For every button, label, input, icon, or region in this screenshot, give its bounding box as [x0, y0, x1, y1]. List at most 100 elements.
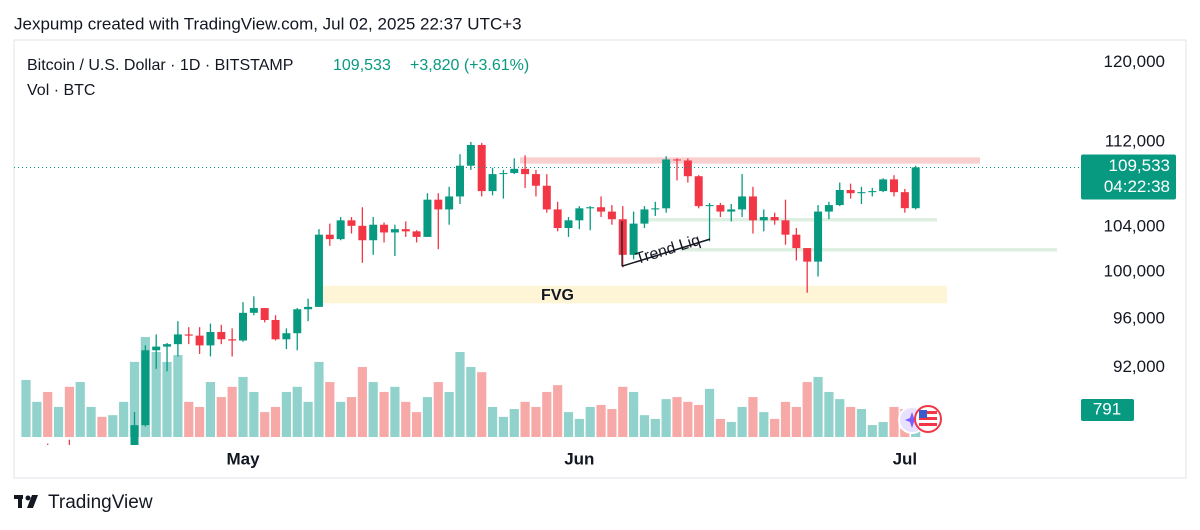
candle-body [662, 159, 671, 209]
candle-body [814, 211, 823, 262]
candle-body [857, 192, 866, 194]
volume-tag-value: 791 [1093, 399, 1121, 418]
candle-body [65, 465, 73, 477]
volume-bar [835, 399, 845, 437]
candle-body [76, 472, 84, 477]
candle-body [694, 176, 703, 207]
candle-body [781, 220, 790, 235]
candle-body [130, 425, 139, 445]
attribution: Jexpump created with TradingView.com, Ju… [14, 14, 522, 33]
volume-bar [813, 376, 823, 437]
candle-body [445, 196, 454, 210]
candle-body [163, 344, 172, 347]
volume-bar [455, 352, 465, 437]
candle-body [597, 207, 606, 212]
volume-bar [53, 406, 64, 437]
volume-bar [32, 401, 42, 437]
candle-body [618, 219, 627, 255]
volume-bar [75, 382, 85, 437]
candle-body [890, 179, 898, 193]
volume-bar [856, 409, 867, 437]
zone [520, 157, 980, 164]
candle-body [911, 167, 920, 209]
candle-body [629, 223, 638, 255]
candle-body [900, 192, 909, 209]
volume-bar [303, 401, 313, 437]
volume-bar [401, 401, 411, 437]
candle-body [228, 339, 237, 341]
candle-body [325, 234, 334, 240]
y-tick-label: 112,000 [1105, 131, 1165, 150]
volume-bar [173, 355, 183, 437]
candle-body [44, 454, 52, 476]
candle-body [759, 217, 768, 221]
volume-bar [379, 391, 389, 437]
candle-body [401, 229, 410, 232]
volume-bar [357, 367, 367, 437]
volume-bar [227, 386, 237, 437]
volume-bar [184, 401, 194, 437]
candle-body [748, 196, 757, 221]
volume-bar [21, 380, 31, 437]
candle-body [477, 144, 486, 192]
volume-bar [97, 416, 107, 437]
candle-body [55, 465, 63, 476]
volume-bar [650, 418, 660, 437]
volume-bar [487, 406, 498, 437]
symbol: Bitcoin / U.S. Dollar · 1D · BITSTAMP [27, 57, 293, 74]
candle-body [683, 160, 692, 177]
candle-body [510, 168, 519, 174]
volume-bar [477, 372, 487, 437]
volume-bar [509, 409, 519, 437]
candle-body [206, 332, 215, 346]
candle-body [792, 234, 801, 249]
volume-tag [1081, 399, 1134, 422]
x-tick-label: Jul [893, 449, 918, 468]
volume-bar [422, 397, 433, 437]
volume-bar [346, 397, 357, 437]
volume-bar [108, 415, 118, 437]
candle-body [412, 231, 421, 237]
candle-body [434, 199, 443, 210]
candle-body [521, 168, 530, 175]
zone [640, 218, 937, 222]
x-tick-label: Jun [564, 449, 594, 468]
candle-body [369, 224, 378, 241]
volume-bar [390, 386, 400, 437]
candle-body [239, 312, 247, 341]
candle-body [738, 196, 747, 210]
candle-body [564, 220, 573, 229]
volume-bar [238, 376, 248, 437]
brand: TradingView [48, 492, 153, 513]
candle-body [347, 220, 356, 226]
volume-bar [531, 406, 541, 437]
volume-bar [260, 412, 270, 437]
volume-bar [878, 421, 888, 437]
volume-bar [151, 352, 161, 437]
zone [680, 248, 1057, 252]
volume-legend: Vol · BTC [27, 82, 95, 99]
volume-bar [444, 391, 454, 437]
volume-bar [759, 412, 769, 437]
legend-change: +3,820 (+3.61%) [410, 57, 529, 74]
volume-bar [802, 382, 812, 437]
volume-bar [791, 406, 801, 437]
volume-bar [249, 391, 259, 437]
volume-bar [336, 401, 346, 437]
volume-bar [846, 406, 856, 437]
volume-bar [43, 391, 53, 437]
candle-body [673, 159, 681, 161]
volume-bar [585, 406, 595, 437]
volume-bar [618, 386, 628, 437]
chart-frame [13, 39, 1187, 479]
zone [322, 285, 947, 304]
candle-body [304, 306, 313, 310]
candle-body [195, 335, 204, 346]
volume-bar [270, 406, 281, 437]
icons [898, 405, 942, 434]
volume-bar [520, 401, 530, 437]
candle-body [33, 454, 41, 480]
candle-body [423, 199, 432, 237]
volume-bar [629, 391, 639, 437]
